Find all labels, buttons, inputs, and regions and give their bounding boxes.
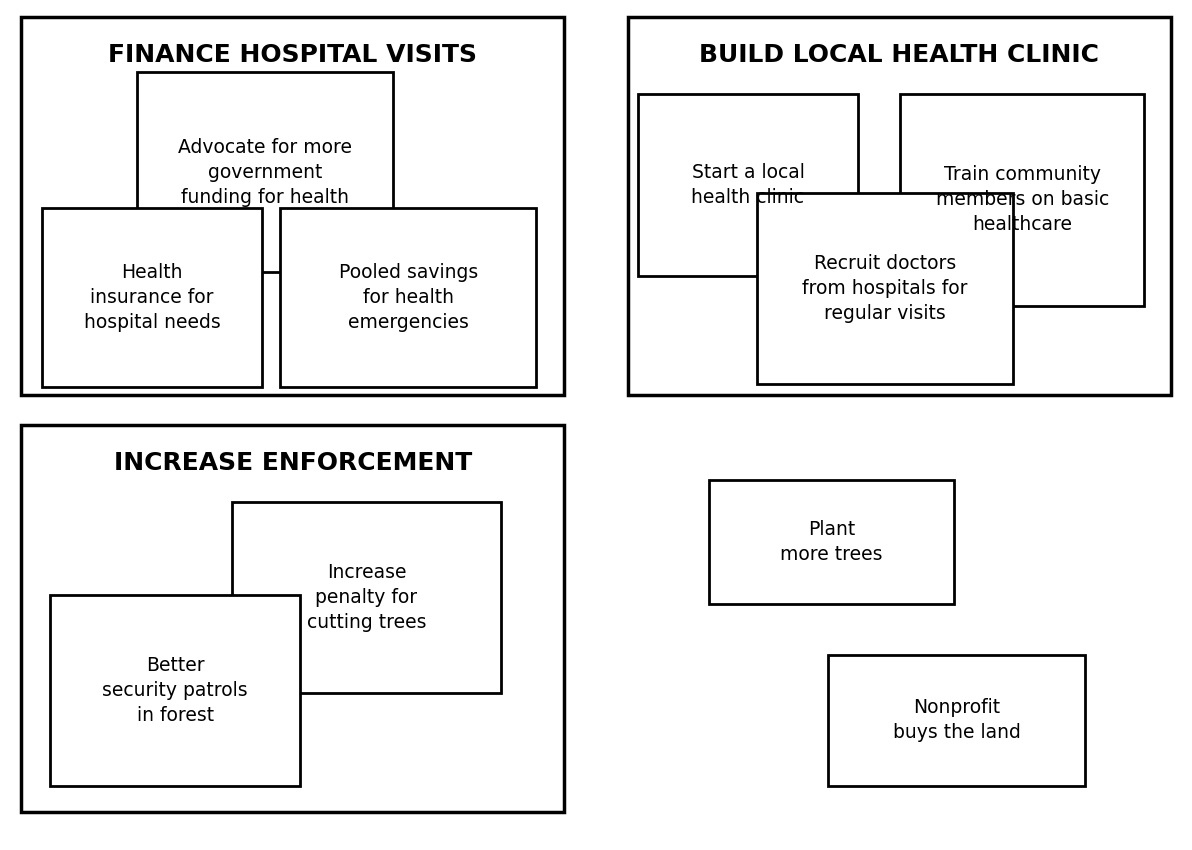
Bar xyxy=(900,94,1144,306)
Text: FINANCE HOSPITAL VISITS: FINANCE HOSPITAL VISITS xyxy=(108,42,477,66)
Text: Train community
members on basic
healthcare: Train community members on basic healthc… xyxy=(936,165,1109,235)
Text: BUILD LOCAL HEALTH CLINIC: BUILD LOCAL HEALTH CLINIC xyxy=(700,42,1099,66)
Bar xyxy=(709,480,954,604)
Bar xyxy=(21,17,564,395)
Text: Health
insurance for
hospital needs: Health insurance for hospital needs xyxy=(83,263,221,332)
Bar xyxy=(42,208,262,387)
Bar xyxy=(638,94,858,276)
Bar xyxy=(757,193,1013,384)
Bar xyxy=(628,17,1171,395)
Text: Start a local
health clinic: Start a local health clinic xyxy=(691,163,805,207)
Text: Recruit doctors
from hospitals for
regular visits: Recruit doctors from hospitals for regul… xyxy=(802,254,968,323)
Bar xyxy=(50,595,300,786)
Text: Plant
more trees: Plant more trees xyxy=(781,520,882,564)
Text: INCREASE ENFORCEMENT: INCREASE ENFORCEMENT xyxy=(113,450,472,474)
Text: Increase
penalty for
cutting trees: Increase penalty for cutting trees xyxy=(306,563,427,632)
Text: Advocate for more
government
funding for health: Advocate for more government funding for… xyxy=(179,138,352,207)
Text: Pooled savings
for health
emergencies: Pooled savings for health emergencies xyxy=(339,263,478,332)
Bar xyxy=(232,502,501,693)
Bar xyxy=(137,72,393,272)
Text: Nonprofit
buys the land: Nonprofit buys the land xyxy=(893,699,1020,742)
Text: Better
security patrols
in forest: Better security patrols in forest xyxy=(103,656,248,725)
Bar xyxy=(21,425,564,812)
Bar xyxy=(828,654,1085,786)
Bar xyxy=(280,208,536,387)
